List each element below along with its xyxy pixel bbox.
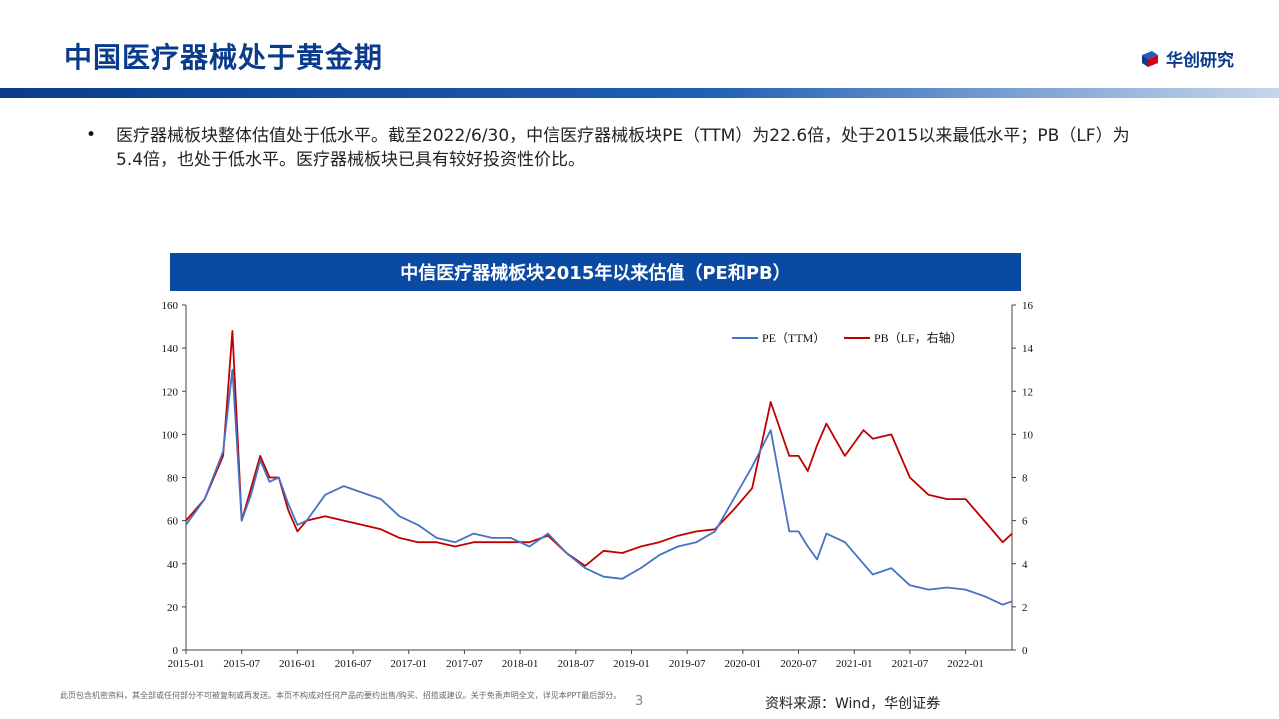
y-right-tick-label: 14 — [1022, 343, 1034, 355]
x-tick-label: 2022-01 — [947, 658, 984, 670]
x-tick-label: 2018-07 — [557, 658, 594, 670]
pb-legend-label: PB（LF，右轴） — [874, 330, 963, 345]
y-right-tick-label: 2 — [1022, 602, 1028, 614]
pb-series-line — [185, 330, 1013, 567]
brand-logo: 华创研究 — [1140, 46, 1234, 71]
y-left-tick-label: 140 — [162, 343, 179, 355]
source-note: 资料来源：Wind，华创证券 — [765, 696, 941, 712]
pe-legend-label: PE（TTM） — [762, 331, 825, 345]
y-left-tick-label: 100 — [162, 429, 179, 441]
y-left-tick-label: 120 — [162, 386, 179, 398]
bullet-icon: • — [86, 125, 97, 145]
x-tick-label: 2021-01 — [836, 658, 873, 670]
y-right-tick-label: 0 — [1022, 645, 1028, 657]
y-left-tick-label: 160 — [162, 300, 179, 312]
x-tick-label: 2016-01 — [279, 658, 316, 670]
x-tick-label: 2019-01 — [613, 658, 650, 670]
x-tick-label: 2017-01 — [390, 658, 427, 670]
x-tick-label: 2019-07 — [669, 658, 706, 670]
y-right-tick-label: 4 — [1022, 559, 1028, 571]
logo-icon — [1142, 50, 1158, 67]
x-tick-label: 2015-07 — [223, 658, 260, 670]
chart-title: 中信医疗器械板块2015年以来估值（PE和PB） — [170, 253, 1021, 291]
y-left-tick-label: 60 — [167, 516, 179, 528]
y-left-tick-label: 80 — [167, 473, 179, 485]
y-right-tick-label: 12 — [1022, 386, 1033, 398]
page-title: 中国医疗器械处于黄金期 — [64, 41, 384, 74]
y-right-tick-label: 16 — [1022, 300, 1034, 312]
y-right-tick-label: 8 — [1022, 473, 1028, 485]
x-tick-label: 2020-07 — [780, 658, 817, 670]
header-divider — [0, 88, 1279, 98]
y-right-tick-label: 10 — [1022, 429, 1034, 441]
x-tick-label: 2020-01 — [725, 658, 762, 670]
y-left-tick-label: 40 — [167, 559, 179, 571]
page-number: 3 — [635, 694, 644, 709]
x-tick-label: 2015-01 — [168, 658, 205, 670]
x-tick-label: 2016-07 — [335, 658, 372, 670]
y-right-tick-label: 6 — [1022, 516, 1028, 528]
y-left-tick-label: 20 — [167, 602, 179, 614]
logo-text: 华创研究 — [1166, 51, 1234, 71]
valuation-line-chart: 0 20 40 60 80 100 120 140 160 0 2 4 6 8 10 12 14 16 2015-0… — [162, 300, 1034, 670]
x-tick-label: 2017-07 — [446, 658, 483, 670]
bullet-text: 医疗器械板块整体估值处于低水平。截至2022/6/30，中信医疗器械板块PE（T… — [116, 126, 1130, 170]
x-tick-label: 2021-07 — [892, 658, 929, 670]
x-tick-label: 2018-01 — [502, 658, 539, 670]
y-left-tick-label: 0 — [173, 645, 179, 657]
pe-series-line — [185, 368, 1013, 606]
disclaimer-note: 此页包含机密资料，其全部或任何部分不可被复制或再发送。本页不构成对任何产品的要约… — [60, 691, 622, 700]
